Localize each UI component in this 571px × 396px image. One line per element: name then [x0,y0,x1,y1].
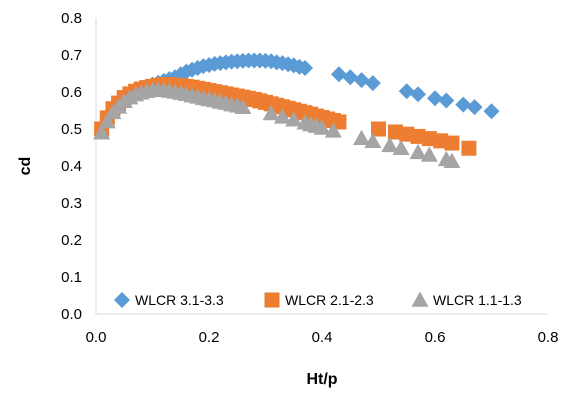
data-point [433,133,449,149]
legend: WLCR 3.1-3.3 WLCR 2.1-2.3 WLCR 1.1-1.3 [114,291,522,308]
data-point [427,90,443,107]
y-tick-label: 0.5 [61,121,82,138]
data-point [410,86,427,103]
y-axis-title: cd [17,157,34,176]
x-tick-labels: 0.0 0.2 0.4 0.6 0.8 [86,329,559,346]
data-point [387,124,403,140]
series-layer [93,52,500,168]
y-tick-label: 0.6 [61,84,82,101]
data-point [399,126,415,142]
data-point [364,75,381,92]
data-point [330,66,347,83]
data-point [331,114,347,130]
y-tick-label: 0.1 [61,269,82,286]
data-point [421,131,437,147]
data-point [353,129,371,146]
data-point [98,113,116,129]
data-point [324,122,342,138]
data-point [461,140,477,156]
data-point [409,143,427,160]
data-point [438,92,455,109]
legend-marker [264,292,280,308]
data-point [273,108,291,124]
y-tick-label: 0.2 [61,232,82,249]
data-point [285,111,303,127]
data-point [444,135,460,151]
x-tick-label: 0.6 [425,329,446,346]
data-point [410,128,426,144]
legend-item: WLCR 2.1-2.3 [264,292,374,308]
legend-item: WLCR 1.1-1.3 [411,291,522,308]
data-point [420,146,438,162]
legend-label: WLCR 1.1-1.3 [433,292,522,308]
data-point [455,96,472,113]
data-point [398,83,415,100]
x-tick-label: 0.8 [538,329,559,346]
data-point [262,104,280,121]
data-point [381,136,399,153]
data-point [371,121,386,137]
x-axis-title: Ht/p [306,371,337,388]
legend-marker [411,291,429,307]
data-point [93,124,111,140]
legend-marker [114,292,130,308]
y-tick-label: 0.4 [61,158,82,175]
x-tick-label: 0.4 [312,329,333,346]
y-tick-label: 0.0 [61,306,82,323]
y-tick-label: 0.7 [61,47,82,64]
x-tick-label: 0.2 [199,329,220,346]
data-point [364,132,382,149]
series-3 [93,81,461,168]
legend-label: WLCR 3.1-3.3 [135,292,224,308]
data-point [297,59,314,76]
legend-item: WLCR 3.1-3.3 [114,292,224,308]
y-tick-label: 0.8 [61,10,82,27]
data-point [353,72,370,89]
data-point [234,98,252,114]
y-tick-labels: 0.0 0.1 0.2 0.3 0.4 0.5 0.6 0.7 0.8 [61,10,82,323]
x-tick-label: 0.0 [86,329,107,346]
data-point [466,99,483,116]
y-tick-label: 0.3 [61,195,82,212]
data-point [313,119,331,135]
data-point [483,103,500,120]
data-point [342,69,359,86]
legend-label: WLCR 2.1-2.3 [285,292,374,308]
data-point [443,152,461,168]
data-point [392,139,410,156]
